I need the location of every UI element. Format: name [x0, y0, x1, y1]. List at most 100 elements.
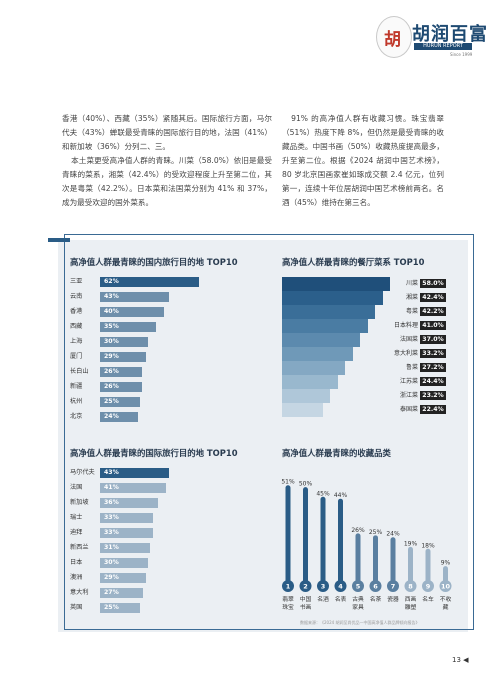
bar-category-label: 日本 — [70, 559, 83, 566]
bar: 29% — [100, 352, 147, 362]
lollipop-category-label: 名茶 — [370, 595, 382, 603]
lollipop-category-label: 书画 — [300, 603, 312, 611]
cuisine-value-label: 41.0% — [420, 321, 446, 330]
bar-row: 迪拜 33% — [70, 528, 220, 538]
bar: 43% — [100, 468, 169, 478]
lollipop-number: 1 — [286, 583, 291, 591]
bar: 30% — [100, 337, 148, 347]
lollipop-value-label: 18% — [421, 542, 435, 549]
bar-category-label: 三亚 — [70, 278, 83, 285]
bar-value-label: 29% — [104, 574, 119, 581]
cuisine-label: 川菜 — [405, 280, 418, 287]
left-text-column: 香港（40%）、西藏（35%）紧随其后。国际旅行方面，马尔代夫（43%）蝉联最受… — [62, 112, 272, 210]
logo-glyph: 胡 — [384, 30, 401, 50]
bar-value-label: 33% — [104, 514, 119, 521]
cuisine-step — [282, 305, 375, 319]
lollipop-category-label: 西画 — [405, 596, 417, 603]
bar-category-label: 云南 — [70, 293, 83, 300]
bar-value-label: 26% — [104, 368, 119, 375]
cuisine-step — [282, 333, 360, 347]
lollipop-head — [439, 580, 452, 592]
chart-title-domestic: 高净值人群最青睐的国内旅行目的地 TOP10 — [70, 257, 238, 267]
bar: 41% — [100, 483, 166, 493]
left-paragraph-1: 香港（40%）、西藏（35%）紧随其后。国际旅行方面，马尔代夫（43%）蝉联最受… — [62, 114, 272, 151]
bar-value-label: 43% — [104, 469, 119, 476]
cuisine-step — [282, 375, 338, 389]
bar: 33% — [100, 528, 153, 538]
bar-row: 澳洲 29% — [70, 573, 220, 583]
lollipop-category-label: 名车 — [422, 595, 434, 603]
bar-row: 杭州 25% — [70, 397, 220, 407]
cuisine-value-label: 22.4% — [420, 405, 446, 414]
lollipop-number: 8 — [408, 583, 413, 591]
lollipop-category-label: 名表 — [335, 595, 347, 603]
chart-title-collection: 高净值人群最青睐的收藏品类 — [282, 448, 391, 458]
cuisine-step — [282, 277, 390, 291]
bar-category-label: 香港 — [70, 308, 83, 315]
lollipop-category-label: 古典 — [352, 595, 364, 603]
cuisine-value-label: 37.0% — [420, 335, 446, 344]
bar-value-label: 40% — [104, 308, 119, 315]
bar-value-label: 29% — [104, 353, 119, 360]
lollipop-value-label: 44% — [334, 492, 348, 499]
bar-value-label: 36% — [104, 499, 119, 506]
lollipop-value-label: 26% — [351, 527, 365, 534]
bar-value-label: 27% — [104, 589, 119, 596]
lollipop-head — [352, 580, 364, 592]
bar-category-label: 北京 — [70, 413, 83, 420]
lollipop-category-label: 不收 — [440, 595, 452, 603]
hurun-logo-badge: 胡 — [376, 16, 412, 58]
bar: 24% — [100, 412, 139, 422]
right-text-column: 91% 的高净值人群有收藏习惯。珠宝翡翠（51%）热度下降 8%，但仍然是最受青… — [282, 112, 444, 210]
lollipop-value-label: 45% — [316, 490, 330, 497]
bar: 40% — [100, 307, 164, 317]
bar-category-label: 马尔代夫 — [70, 469, 95, 476]
lollipop-head — [369, 580, 382, 592]
bar: 25% — [100, 397, 140, 407]
cuisine-step — [282, 389, 330, 403]
bar: 62% — [100, 277, 200, 287]
lollipop-number: 2 — [303, 583, 308, 591]
bar-value-label: 41% — [104, 484, 119, 491]
bar-row: 新西兰 31% — [70, 543, 220, 553]
lollipop-head — [334, 580, 347, 592]
bar-category-label: 杭州 — [70, 398, 83, 405]
bar-row: 日本 30% — [70, 558, 220, 568]
bar: 29% — [100, 573, 147, 583]
bar-category-label: 英国 — [70, 604, 83, 611]
lollipop-category-label: 雕塑 — [405, 603, 417, 611]
bar-row: 意大利 27% — [70, 588, 220, 598]
bar-row: 法国 41% — [70, 483, 220, 493]
bar-category-label: 澳洲 — [70, 574, 83, 581]
bar-value-label: 25% — [104, 398, 119, 405]
lollipop-number: 6 — [373, 583, 378, 591]
bar: 26% — [100, 367, 142, 377]
cuisine-step — [282, 361, 345, 375]
cuisine-value-label: 42.2% — [420, 307, 446, 316]
cuisine-label: 日本料理 — [393, 322, 418, 329]
chart-title-cuisine: 高净值人群最青睐的餐厅菜系 TOP10 — [282, 257, 425, 267]
cuisine-label: 粤菜 — [405, 308, 418, 315]
bar: 25% — [100, 603, 140, 613]
lollipop-category-label: 中国 — [300, 595, 312, 603]
bar-value-label: 62% — [104, 278, 119, 285]
bar-category-label: 新西兰 — [70, 544, 89, 551]
bar-value-label: 30% — [104, 559, 119, 566]
bar-category-label: 上海 — [70, 338, 83, 345]
bar-category-label: 迪拜 — [70, 529, 83, 536]
left-paragraph-2: 本土菜更受高净值人群的青睐。川菜（58.0%）依旧是最受青睐的菜系，湘菜（42.… — [62, 156, 272, 207]
lollipop-value-label: 24% — [386, 531, 400, 538]
lollipop-category-label: 瓷器 — [387, 595, 399, 603]
lollipop-number: 7 — [391, 583, 396, 591]
bar-row: 新疆 26% — [70, 382, 220, 392]
bar: 30% — [100, 558, 148, 568]
bar-row: 三亚 62% — [70, 277, 220, 287]
logo-chinese-name: 胡润百富 — [412, 24, 488, 45]
bar: 36% — [100, 498, 158, 508]
bar-value-label: 35% — [104, 323, 119, 330]
bar-category-label: 长白山 — [70, 368, 89, 375]
lollipop-head — [317, 580, 329, 592]
bar-category-label: 新疆 — [70, 383, 83, 390]
lollipop-value-label: 19% — [404, 540, 418, 547]
